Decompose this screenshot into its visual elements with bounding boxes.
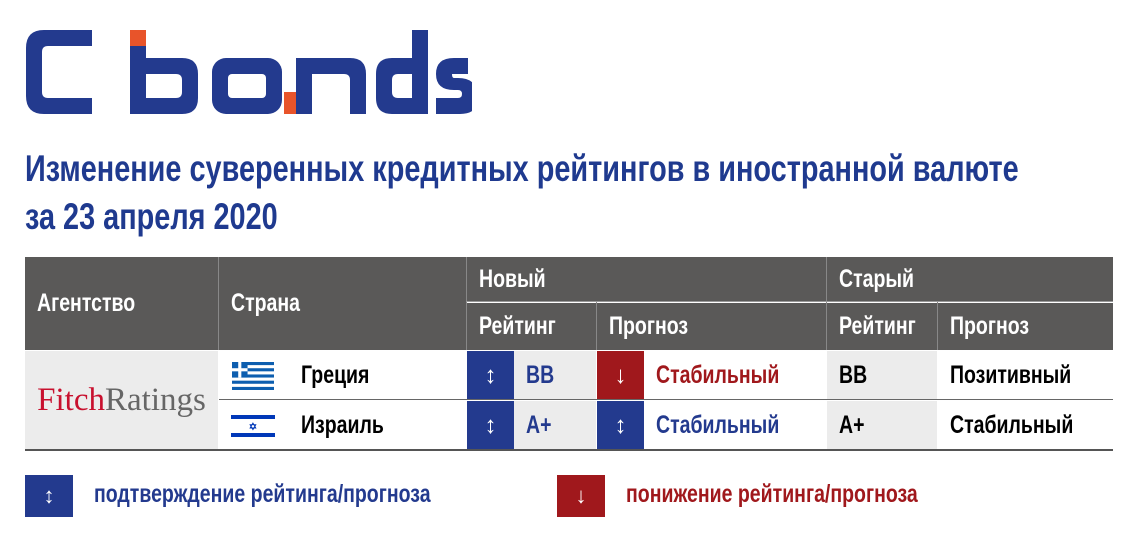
header-old-outlook: Прогноз	[938, 303, 1113, 350]
header-old: Старый	[827, 257, 1113, 302]
new-rating: BB	[514, 351, 596, 400]
country-cell: Греция	[219, 351, 466, 400]
legend-confirm-arrow-icon: ↕	[25, 475, 73, 517]
page-title: Изменение суверенных кредитных рейтингов…	[25, 148, 1019, 189]
new-outlook: Стабильный	[656, 361, 780, 389]
cbonds-logo	[26, 30, 472, 114]
legend-downgrade-arrow-icon: ↓	[557, 475, 605, 517]
confirm-arrow-icon: ↕	[467, 401, 514, 450]
confirm-arrow-icon: ↕	[597, 401, 644, 450]
agency-fitch-ratings: Fitch Ratings	[25, 351, 218, 450]
header-new: Новый	[467, 257, 826, 302]
greece-flag-icon	[232, 361, 274, 390]
confirm-arrow-icon: ↕	[467, 351, 514, 400]
israel-flag-icon: ✡	[231, 411, 275, 440]
old-outlook: Позитивный	[950, 361, 1072, 389]
header-old-rating: Рейтинг	[827, 303, 937, 350]
header-agency: Агентство	[25, 257, 218, 350]
svg-text:✡: ✡	[249, 422, 257, 433]
old-rating: A+	[827, 401, 937, 450]
old-outlook: Стабильный	[950, 411, 1074, 439]
old-rating: BB	[827, 351, 937, 400]
header-new-outlook: Прогноз	[597, 303, 826, 350]
downgrade-arrow-icon: ↓	[597, 351, 644, 400]
new-rating: A+	[514, 401, 596, 450]
legend-downgrade-label: понижение рейтинга/прогноза	[626, 480, 918, 508]
legend-confirm-label: подтверждение рейтинга/прогноза	[94, 480, 431, 508]
country-cell: ✡ Израиль	[219, 401, 466, 450]
header-new-rating: Рейтинг	[467, 303, 596, 350]
page-subtitle-date: за 23 апреля 2020	[25, 196, 278, 237]
header-country: Страна	[219, 257, 466, 350]
new-outlook: Стабильный	[656, 411, 780, 439]
